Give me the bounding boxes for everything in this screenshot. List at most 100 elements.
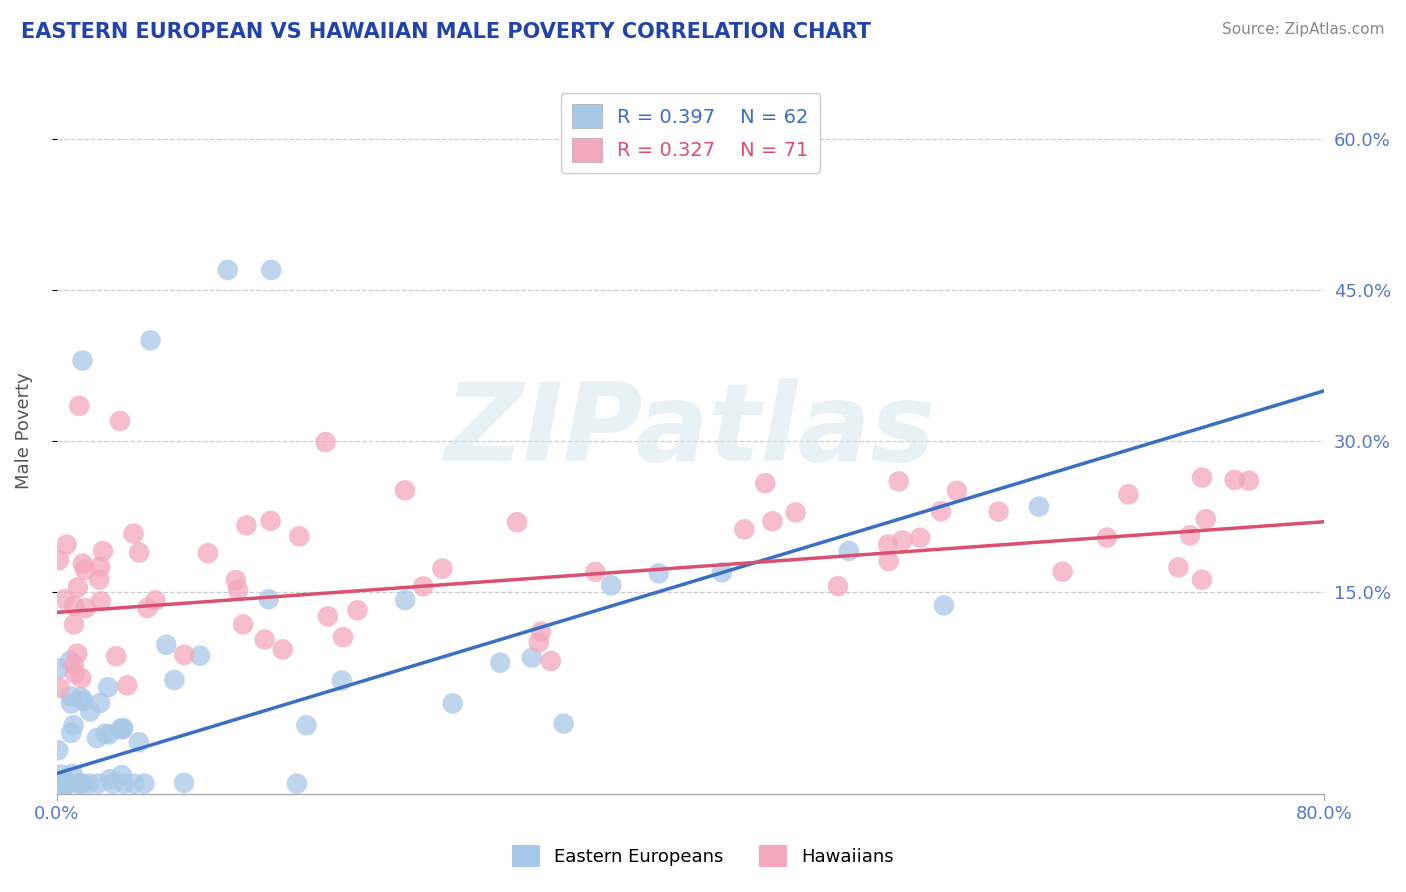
Point xyxy=(285,776,308,790)
Point xyxy=(173,776,195,790)
Point xyxy=(122,526,145,541)
Point xyxy=(70,671,93,685)
Point xyxy=(330,673,353,688)
Point xyxy=(59,690,82,704)
Point xyxy=(316,609,339,624)
Point xyxy=(1223,473,1246,487)
Point xyxy=(112,721,135,735)
Point xyxy=(60,697,83,711)
Point xyxy=(98,772,121,787)
Point xyxy=(754,476,776,491)
Point xyxy=(55,538,77,552)
Point xyxy=(235,518,257,533)
Point xyxy=(52,776,75,790)
Point xyxy=(260,514,283,528)
Point xyxy=(70,690,93,705)
Point xyxy=(66,581,89,595)
Point xyxy=(1191,573,1213,587)
Point xyxy=(87,776,110,790)
Point xyxy=(163,673,186,687)
Point xyxy=(145,593,167,607)
Point xyxy=(101,776,124,790)
Point xyxy=(134,776,156,790)
Point xyxy=(225,573,247,587)
Point xyxy=(173,648,195,662)
Point xyxy=(1095,531,1118,545)
Point xyxy=(394,483,416,498)
Point xyxy=(412,579,434,593)
Point xyxy=(217,263,239,277)
Point xyxy=(63,617,86,632)
Point xyxy=(97,727,120,741)
Y-axis label: Male Poverty: Male Poverty xyxy=(15,373,32,490)
Point xyxy=(432,561,454,575)
Point xyxy=(58,776,80,790)
Point xyxy=(1195,512,1218,526)
Legend: R = 0.397    N = 62, R = 0.327    N = 71: R = 0.397 N = 62, R = 0.327 N = 71 xyxy=(561,93,820,173)
Point xyxy=(75,601,97,615)
Point xyxy=(838,544,860,558)
Point xyxy=(188,648,211,663)
Point xyxy=(111,723,134,737)
Point xyxy=(877,537,900,551)
Point xyxy=(136,601,159,615)
Point xyxy=(48,662,70,676)
Text: ZIPatlas: ZIPatlas xyxy=(444,378,936,484)
Point xyxy=(155,638,177,652)
Point xyxy=(271,642,294,657)
Point xyxy=(122,776,145,790)
Point xyxy=(946,483,969,498)
Point xyxy=(46,743,69,757)
Point xyxy=(332,630,354,644)
Point xyxy=(89,559,111,574)
Point xyxy=(908,531,931,545)
Point xyxy=(733,522,755,536)
Point xyxy=(70,776,93,790)
Point xyxy=(89,696,111,710)
Legend: Eastern Europeans, Hawaiians: Eastern Europeans, Hawaiians xyxy=(505,838,901,874)
Point xyxy=(877,554,900,568)
Point xyxy=(86,731,108,745)
Text: Source: ZipAtlas.com: Source: ZipAtlas.com xyxy=(1222,22,1385,37)
Point xyxy=(1052,565,1074,579)
Point xyxy=(66,647,89,661)
Point xyxy=(489,656,512,670)
Point xyxy=(600,578,623,592)
Point xyxy=(77,776,100,790)
Point xyxy=(987,505,1010,519)
Point xyxy=(1178,528,1201,542)
Point xyxy=(89,573,111,587)
Point xyxy=(139,334,162,348)
Point xyxy=(932,599,955,613)
Point xyxy=(887,475,910,489)
Point xyxy=(66,776,89,790)
Point xyxy=(72,776,94,790)
Point xyxy=(72,557,94,571)
Point xyxy=(785,505,807,519)
Point xyxy=(63,599,86,613)
Point xyxy=(56,776,79,790)
Point xyxy=(60,726,83,740)
Point xyxy=(530,624,553,639)
Point xyxy=(260,263,283,277)
Point xyxy=(51,767,73,781)
Point xyxy=(97,680,120,694)
Point xyxy=(315,435,337,450)
Point xyxy=(1028,500,1050,514)
Point xyxy=(58,776,80,790)
Point xyxy=(117,678,139,692)
Text: EASTERN EUROPEAN VS HAWAIIAN MALE POVERTY CORRELATION CHART: EASTERN EUROPEAN VS HAWAIIAN MALE POVERT… xyxy=(21,22,872,42)
Point xyxy=(105,649,128,664)
Point xyxy=(288,529,311,543)
Point xyxy=(1118,487,1140,501)
Point xyxy=(59,654,82,668)
Point xyxy=(253,632,276,647)
Point xyxy=(72,694,94,708)
Point xyxy=(232,617,254,632)
Point xyxy=(79,704,101,718)
Point xyxy=(506,516,529,530)
Point xyxy=(540,654,562,668)
Point xyxy=(91,544,114,558)
Point xyxy=(55,776,77,790)
Point xyxy=(63,666,86,681)
